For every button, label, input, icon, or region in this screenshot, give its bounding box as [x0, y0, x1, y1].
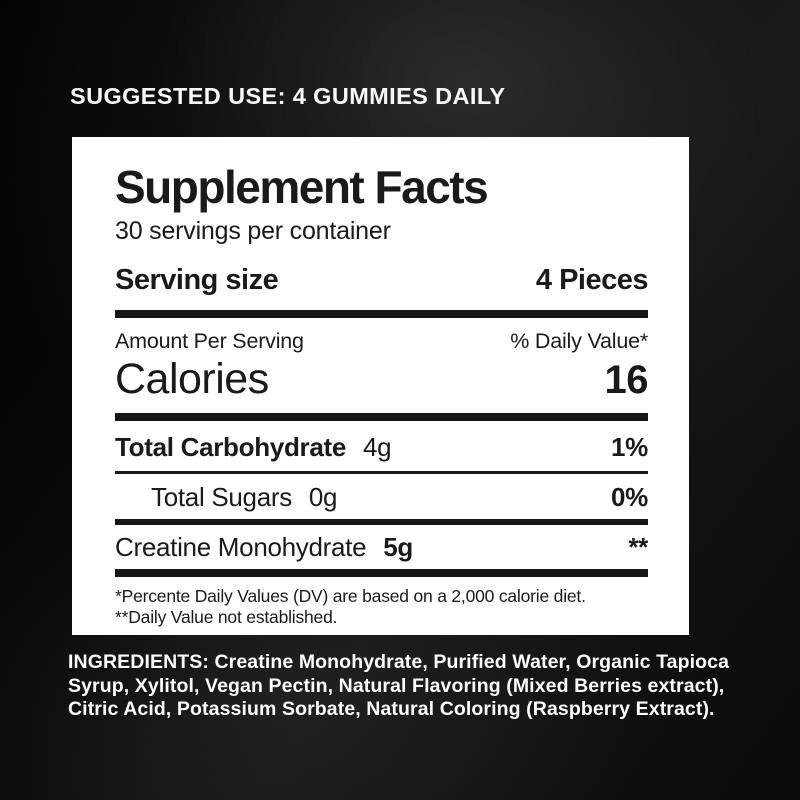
suggested-use-headline: SUGGESTED USE: 4 GUMMIES DAILY	[70, 83, 506, 109]
thin-divider-line	[115, 470, 648, 474]
total-sugars-amount: 0g	[308, 481, 338, 512]
creatine-monohydrate-row: Creatine Monohydrate 5g **	[115, 532, 648, 563]
ingredients-paragraph: INGREDIENTS: Creatine Monohydrate, Purif…	[68, 651, 730, 720]
serving-size-row: Serving size 4 Pieces	[115, 264, 649, 297]
creatine-monohydrate-dv: **	[628, 531, 648, 562]
serving-size-value: 4 Pieces	[535, 264, 649, 297]
column-headers-row: Amount Per Serving % Daily Value*	[115, 329, 648, 354]
creatine-monohydrate-label: Creatine Monohydrate	[115, 531, 367, 562]
total-sugars-dv: 0%	[611, 481, 648, 512]
supplement-facts-title: Supplement Facts	[115, 161, 489, 213]
creatine-monohydrate-name: Creatine Monohydrate 5g	[115, 532, 413, 563]
thick-divider-bar	[115, 412, 648, 421]
daily-value-footnote: *Percente Daily Values (DV) are based on…	[115, 585, 586, 606]
creatine-monohydrate-amount: 5g	[383, 531, 413, 562]
medium-divider-bar	[115, 518, 648, 525]
footnotes: *Percente Daily Values (DV) are based on…	[115, 586, 648, 628]
thick-divider-bar	[115, 310, 648, 319]
total-sugars-label: Total Sugars	[151, 481, 292, 512]
total-sugars-row: Total Sugars 0g 0%	[115, 482, 648, 513]
supplement-facts-panel: Supplement Facts 30 servings per contain…	[72, 137, 689, 635]
not-established-footnote: **Daily Value not established.	[115, 606, 338, 627]
total-sugars-name: Total Sugars 0g	[115, 481, 338, 513]
calories-value: 16	[604, 358, 649, 403]
thick-divider-bar	[115, 568, 648, 577]
amount-per-serving-header: Amount Per Serving	[115, 329, 304, 354]
serving-size-label: Serving size	[115, 264, 279, 297]
total-carbohydrate-row: Total Carbohydrate 4g 1%	[115, 432, 648, 463]
calories-label: Calories	[115, 355, 269, 404]
daily-value-header: % Daily Value*	[510, 329, 648, 354]
total-carbohydrate-name: Total Carbohydrate 4g	[115, 431, 392, 463]
total-carbohydrate-label: Total Carbohydrate	[115, 431, 347, 462]
total-carbohydrate-dv: 1%	[611, 431, 648, 462]
servings-per-container: 30 servings per container	[115, 217, 391, 246]
calories-row: Calories 16	[115, 355, 649, 404]
total-carbohydrate-amount: 4g	[362, 431, 392, 462]
